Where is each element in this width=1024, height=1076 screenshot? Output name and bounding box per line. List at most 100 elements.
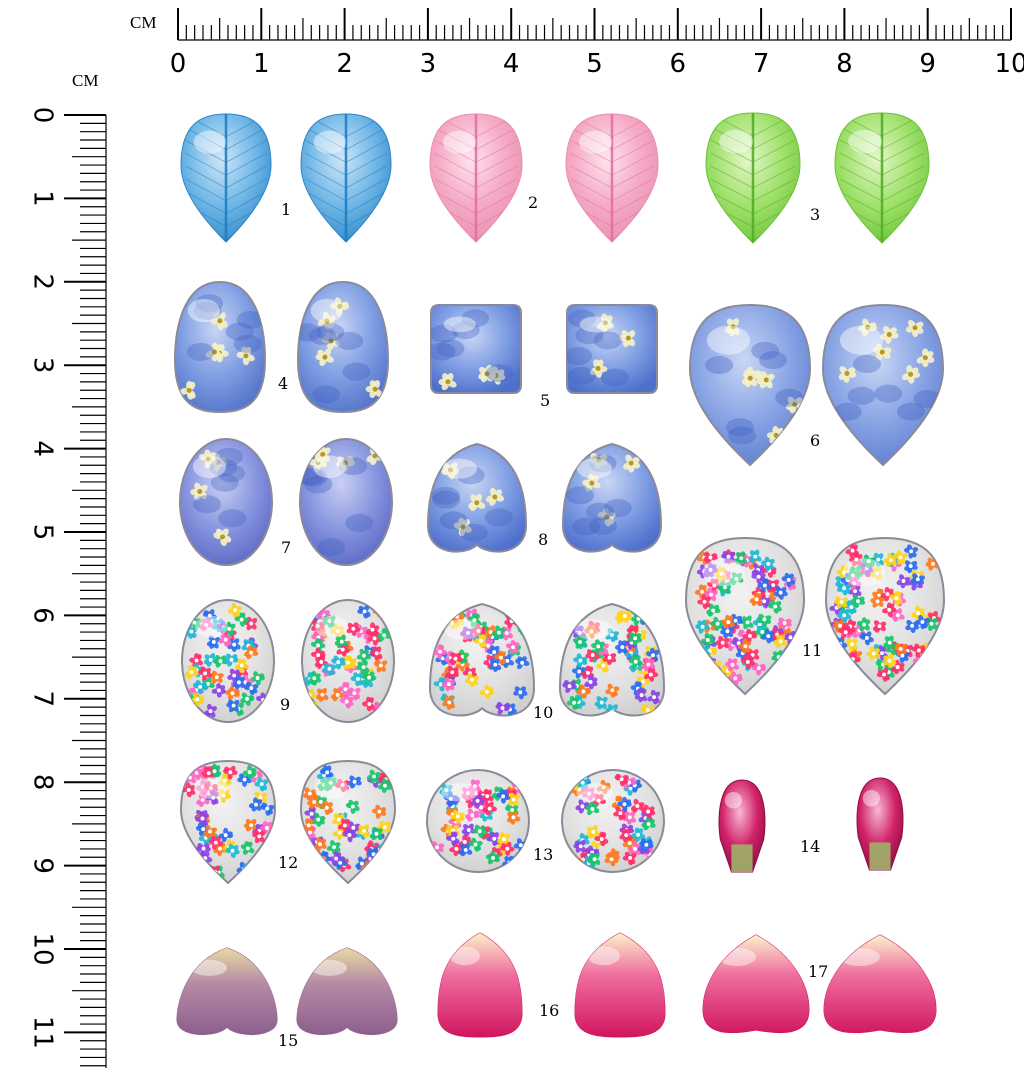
item-4-piece-2 [296,280,390,414]
pressed-flower [432,644,448,659]
top-ruler-label: 6 [670,49,687,79]
gloss-highlight [312,455,346,479]
left-ruler-label: 6 [28,607,58,624]
pressed-flower [307,795,321,809]
item-16-piece-1 [437,932,523,1038]
pressed-flower [702,433,720,452]
left-ruler-label: 11 [28,1016,58,1049]
pressed-flower [614,640,628,654]
pressed-flower [376,627,392,642]
pressed-flower [597,313,615,333]
pressed-flower [372,804,387,819]
pressed-flower [767,600,782,614]
gloss-highlight [449,946,480,966]
pressed-flower [617,610,632,623]
pressed-flower [438,373,457,391]
pressed-flower [322,662,337,677]
pressed-flower [584,674,598,690]
pressed-flower [234,658,249,673]
gloss-highlight [724,791,742,809]
pressed-flower [225,843,240,858]
pressed-flower [858,318,877,337]
pressed-flower [213,528,232,547]
pressed-flower [335,778,350,793]
pressed-flower [445,665,459,680]
item-number-label: 13 [533,845,553,864]
pressed-flower [190,482,208,501]
pressed-flower [331,655,346,670]
pressed-flower [468,837,483,852]
pressed-flower [328,851,344,866]
item-5-piece-1 [430,304,522,394]
pressed-flower [365,380,383,398]
left-ruler-label: 2 [28,274,58,291]
item-14-piece-1 [718,779,766,873]
pressed-flower [837,582,852,596]
pressed-flower [646,647,660,663]
pressed-flower [315,687,329,702]
pressed-flower [628,841,642,856]
pressed-flower [724,318,740,337]
pressed-flower [496,789,511,804]
item-6: 6 [688,303,945,467]
pressed-flower [893,642,908,656]
pressed-flower [757,578,772,593]
gloss-highlight [574,619,613,640]
gloss-highlight [194,615,228,638]
gloss-highlight [587,946,620,966]
item-11: 11 [684,536,946,696]
pressed-flower [834,596,849,609]
pressed-flower [720,625,735,639]
cabochon-body [566,304,658,394]
pressed-flower [916,348,935,368]
pressed-flower [493,650,507,665]
gloss-highlight [444,619,482,640]
item-14-piece-2 [856,777,904,871]
pressed-flower [195,811,209,826]
pressed-flower [468,493,486,511]
pressed-flower [618,330,636,348]
top-ruler-labels: 0 1 2 3 4 5 6 7 8 9 10 [170,49,1024,79]
pressed-flower [441,677,456,692]
item-number-label: 16 [539,1001,559,1020]
pressed-flower [227,602,242,618]
bud-sepal [731,844,753,872]
left-ruler-label: 4 [28,440,58,457]
pressed-flower [694,584,710,600]
pressed-flower [700,632,716,648]
item-13-piece-2 [561,769,665,873]
gloss-highlight [839,325,884,355]
pressed-flower [184,664,199,680]
gloss-highlight [310,298,343,323]
pressed-flower [641,816,656,831]
pressed-flower [218,827,234,843]
item-10-piece-1 [428,602,536,717]
pressed-flower [761,556,775,572]
pressed-flower [336,456,355,473]
pressed-flower [749,592,763,606]
pressed-flower [576,684,591,699]
pressed-flower [252,829,266,844]
pressed-flower [515,656,530,670]
pressed-flower [614,773,629,787]
pressed-flower [473,633,487,649]
pressed-flower [562,680,577,693]
pressed-flower [260,802,275,816]
item-1-piece-2 [300,113,392,243]
left-ruler-ticks [64,114,107,1068]
pressed-flower [586,825,601,839]
pressed-flower [720,614,735,629]
pressed-flower [602,652,617,666]
item-17-piece-1 [702,934,810,1034]
item-4-piece-1 [173,280,267,414]
pressed-flower [738,638,752,654]
pressed-flower [773,586,788,600]
pressed-flower [232,675,245,690]
pressed-flower [757,613,772,627]
item-5-piece-2 [566,304,658,394]
left-ruler-label: 8 [28,774,58,791]
pressed-flower [322,615,336,629]
item-10: 10 [428,602,666,722]
pressed-flower [604,852,619,867]
